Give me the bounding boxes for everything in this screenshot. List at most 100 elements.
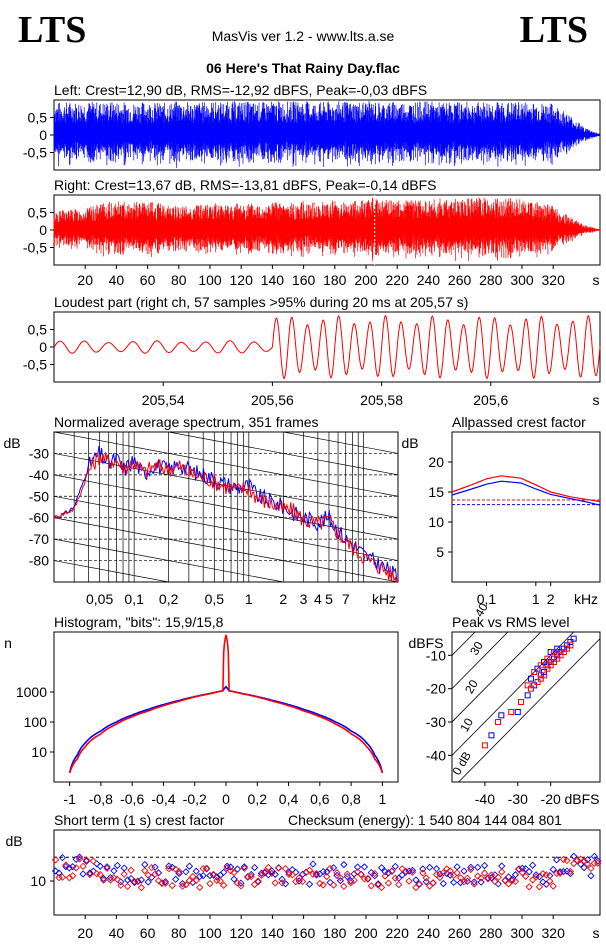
short-term-point-right xyxy=(323,872,331,881)
short-term-point-left xyxy=(278,875,286,883)
short-term-point-left xyxy=(292,868,300,876)
histogram-xtick-label: 1 xyxy=(378,791,386,807)
short-term-point-left xyxy=(240,863,248,871)
short-term-point-left xyxy=(594,857,602,865)
short-term-point-right xyxy=(216,877,224,885)
short-term-point-right xyxy=(220,881,228,890)
short-term-point-right xyxy=(110,874,118,882)
short-term-point-right xyxy=(494,873,502,881)
short-term-point-right xyxy=(429,879,437,887)
spectrum-xtick-label: 3 xyxy=(300,591,308,607)
loudest-ytick-label: -0,5 xyxy=(23,357,47,373)
short-term-point-left xyxy=(360,863,369,871)
short-term-point-right xyxy=(168,881,176,890)
short-term-point-right xyxy=(58,873,67,881)
short-term-point-right xyxy=(151,870,159,878)
short-term-point-right xyxy=(391,874,399,882)
histogram-xtick-label: -0,4 xyxy=(151,791,175,807)
short-term-point-right xyxy=(182,881,190,889)
short-term-point-right xyxy=(172,865,180,873)
peak-rms-point-right xyxy=(534,679,541,685)
short-term-point-right xyxy=(474,872,482,880)
short-term-point-left xyxy=(196,872,204,881)
loudest-ytick-label: 0,5 xyxy=(28,322,48,338)
peak-rms-point-left xyxy=(554,652,561,659)
spectrum-ytick-label: -30 xyxy=(29,445,49,461)
short-term-point-right xyxy=(127,866,135,874)
short-term-point-right xyxy=(69,872,77,880)
loudest-xtick-label: 205,54 xyxy=(142,392,185,408)
peak-rms-xunit-label: dBFS xyxy=(564,791,599,807)
short-term-plot-frame xyxy=(53,829,601,916)
spectrum-title: Normalized average spectrum, 351 frames xyxy=(54,414,319,430)
short-term-point-right xyxy=(192,876,200,885)
peak-rms-point-right xyxy=(524,682,531,689)
short-term-xunit-label: s xyxy=(593,925,600,941)
short-term-point-left xyxy=(99,874,108,883)
peak-rms-point-right xyxy=(527,685,534,692)
short-term-point-right xyxy=(79,862,87,871)
short-term-point-left xyxy=(75,853,84,861)
short-term-point-right xyxy=(86,870,94,879)
spectrum-slope-line xyxy=(54,495,398,561)
peak-rms-diagonal-label: 40 xyxy=(472,600,491,619)
peak-rms-point-right xyxy=(557,652,564,659)
short-term-point-left xyxy=(168,863,176,872)
short-term-point-left xyxy=(161,878,170,886)
short-term-point-right xyxy=(398,865,406,873)
short-term-point-right xyxy=(189,872,197,881)
short-term-point-left xyxy=(336,877,345,885)
peak-rms-point-left xyxy=(531,682,538,689)
allpassed-ytick-label: 5 xyxy=(436,544,444,560)
short-term-point-left xyxy=(401,868,410,876)
spectrum-slope-line xyxy=(54,560,171,582)
short-term-point-right xyxy=(419,869,427,877)
spectrum-slope-line xyxy=(54,538,286,582)
peak-rms-point-right xyxy=(550,649,557,655)
short-term-point-right xyxy=(480,869,489,877)
short-term-point-right xyxy=(388,867,396,875)
short-term-point-right xyxy=(99,876,108,884)
short-term-point-right xyxy=(185,876,194,885)
peak-rms-point-left xyxy=(537,672,544,679)
right-xtick-label: 160 xyxy=(292,272,316,288)
short-term-point-right xyxy=(501,876,509,884)
peak-rms-point-right xyxy=(554,655,561,662)
right-xtick-label: 60 xyxy=(140,272,156,288)
histogram-ylabel: n xyxy=(4,635,12,651)
short-term-point-right xyxy=(367,882,375,890)
short-term-point-left xyxy=(467,863,475,871)
short-term-point-left xyxy=(539,878,547,886)
spectrum-slope-line xyxy=(166,432,398,476)
short-term-point-right xyxy=(196,883,204,892)
right-xtick-label: 180 xyxy=(323,272,347,288)
short-term-point-left xyxy=(185,862,194,870)
histogram-series-right xyxy=(68,634,384,774)
right-xtick-label: 20 xyxy=(77,272,93,288)
short-term-point-right xyxy=(477,874,485,882)
short-term-xtick-label: 300 xyxy=(510,925,534,941)
short-term-point-right xyxy=(55,874,63,882)
short-term-point-right xyxy=(532,873,540,881)
short-term-point-right xyxy=(178,882,187,890)
spectrum-ytick-label: -40 xyxy=(29,467,49,483)
histogram-ytick-label: 100 xyxy=(24,714,48,730)
short-term-point-right xyxy=(326,864,334,873)
short-term-point-right xyxy=(491,877,499,886)
short-term-point-left xyxy=(587,872,595,880)
short-term-point-right xyxy=(405,877,413,885)
short-term-point-left xyxy=(233,865,242,873)
short-term-point-left xyxy=(257,869,266,877)
short-term-point-right xyxy=(137,884,145,892)
short-term-point-right xyxy=(75,855,84,863)
right-xtick-label: 40 xyxy=(109,272,125,288)
short-term-point-left xyxy=(51,867,60,875)
short-term-point-right xyxy=(312,870,321,878)
short-term-point-left xyxy=(89,867,97,875)
histogram-plot-frame xyxy=(53,631,399,783)
short-term-point-right xyxy=(360,875,369,883)
short-term-xtick-label: 320 xyxy=(542,925,566,941)
loudest-part-title: Loudest part (right ch, 57 samples >95% … xyxy=(54,294,469,310)
allpassed-series-left xyxy=(451,480,601,506)
short-term-point-left xyxy=(556,868,564,876)
